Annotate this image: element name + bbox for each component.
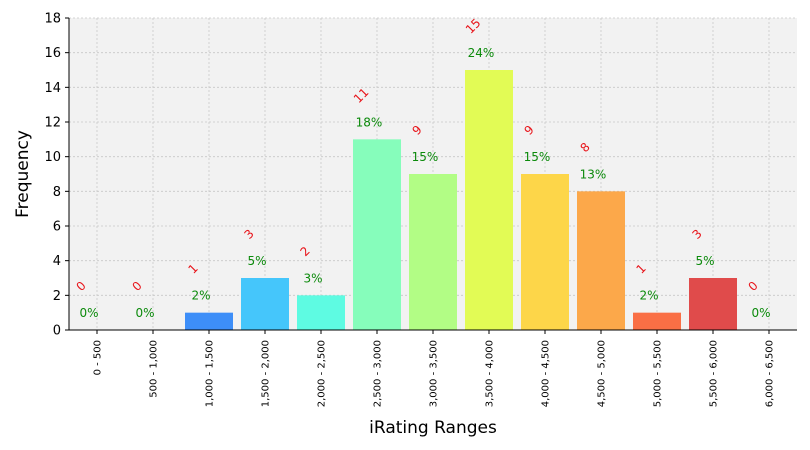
percent-label: 0% [135, 306, 154, 320]
y-tick-label: 12 [44, 116, 61, 131]
y-axis-title: Frequency [13, 130, 33, 218]
x-tick-label: 500 - 1,000 [149, 340, 160, 398]
bars [185, 70, 737, 330]
y-tick-label: 2 [53, 289, 61, 304]
percent-label: 15% [412, 150, 439, 164]
y-tick-label: 6 [53, 220, 61, 235]
bar [633, 312, 681, 330]
x-tick-label: 5,000 - 5,500 [653, 340, 664, 407]
x-tick-label: 4,000 - 4,500 [541, 340, 552, 407]
bar [409, 174, 457, 330]
bar [577, 191, 625, 330]
percent-label: 15% [524, 150, 551, 164]
x-axis-title: iRating Ranges [369, 418, 497, 438]
bar [689, 278, 737, 330]
percent-label: 2% [639, 289, 658, 303]
percent-label: 13% [580, 167, 607, 181]
x-tick-label: 3,500 - 4,000 [485, 340, 496, 407]
percent-label: 5% [247, 254, 266, 268]
bar [353, 139, 401, 330]
percent-label: 5% [695, 254, 714, 268]
percent-label: 3% [303, 271, 322, 285]
y-tick-label: 8 [53, 185, 61, 200]
y-axis: 0 2 4 6 8 10 12 14 16 18 [44, 12, 69, 339]
bar [185, 312, 233, 330]
bar [297, 295, 345, 330]
y-tick-label: 4 [53, 254, 61, 269]
y-tick-label: 10 [44, 150, 61, 165]
y-tick-label: 14 [44, 81, 61, 96]
percent-label: 2% [191, 289, 210, 303]
x-axis: 0 - 500 500 - 1,000 1,000 - 1,500 1,500 - 2… [93, 330, 776, 407]
y-tick-label: 18 [44, 12, 61, 27]
percent-label: 18% [356, 115, 383, 129]
x-tick-label: 3,000 - 3,500 [429, 340, 440, 407]
percent-label: 0% [751, 306, 770, 320]
y-tick-label: 16 [44, 46, 61, 61]
y-tick-label: 0 [53, 324, 61, 339]
bar-labels: 0%00%02%15%33%218%1115%924%1515%913%82%1… [74, 16, 771, 320]
x-tick-label: 2,000 - 2,500 [317, 340, 328, 407]
x-tick-label: 4,500 - 5,000 [597, 340, 608, 407]
bar [241, 278, 289, 330]
percent-label: 24% [468, 46, 495, 60]
x-tick-label: 2,500 - 3,000 [373, 340, 384, 407]
x-tick-label: 0 - 500 [93, 340, 104, 375]
x-tick-label: 1,500 - 2,000 [261, 340, 272, 407]
x-tick-label: 1,000 - 1,500 [205, 340, 216, 407]
x-tick-label: 5,500 - 6,000 [709, 340, 720, 407]
percent-label: 0% [79, 306, 98, 320]
x-tick-label: 6,000 - 6,500 [765, 340, 776, 407]
bar [521, 174, 569, 330]
bar [465, 70, 513, 330]
